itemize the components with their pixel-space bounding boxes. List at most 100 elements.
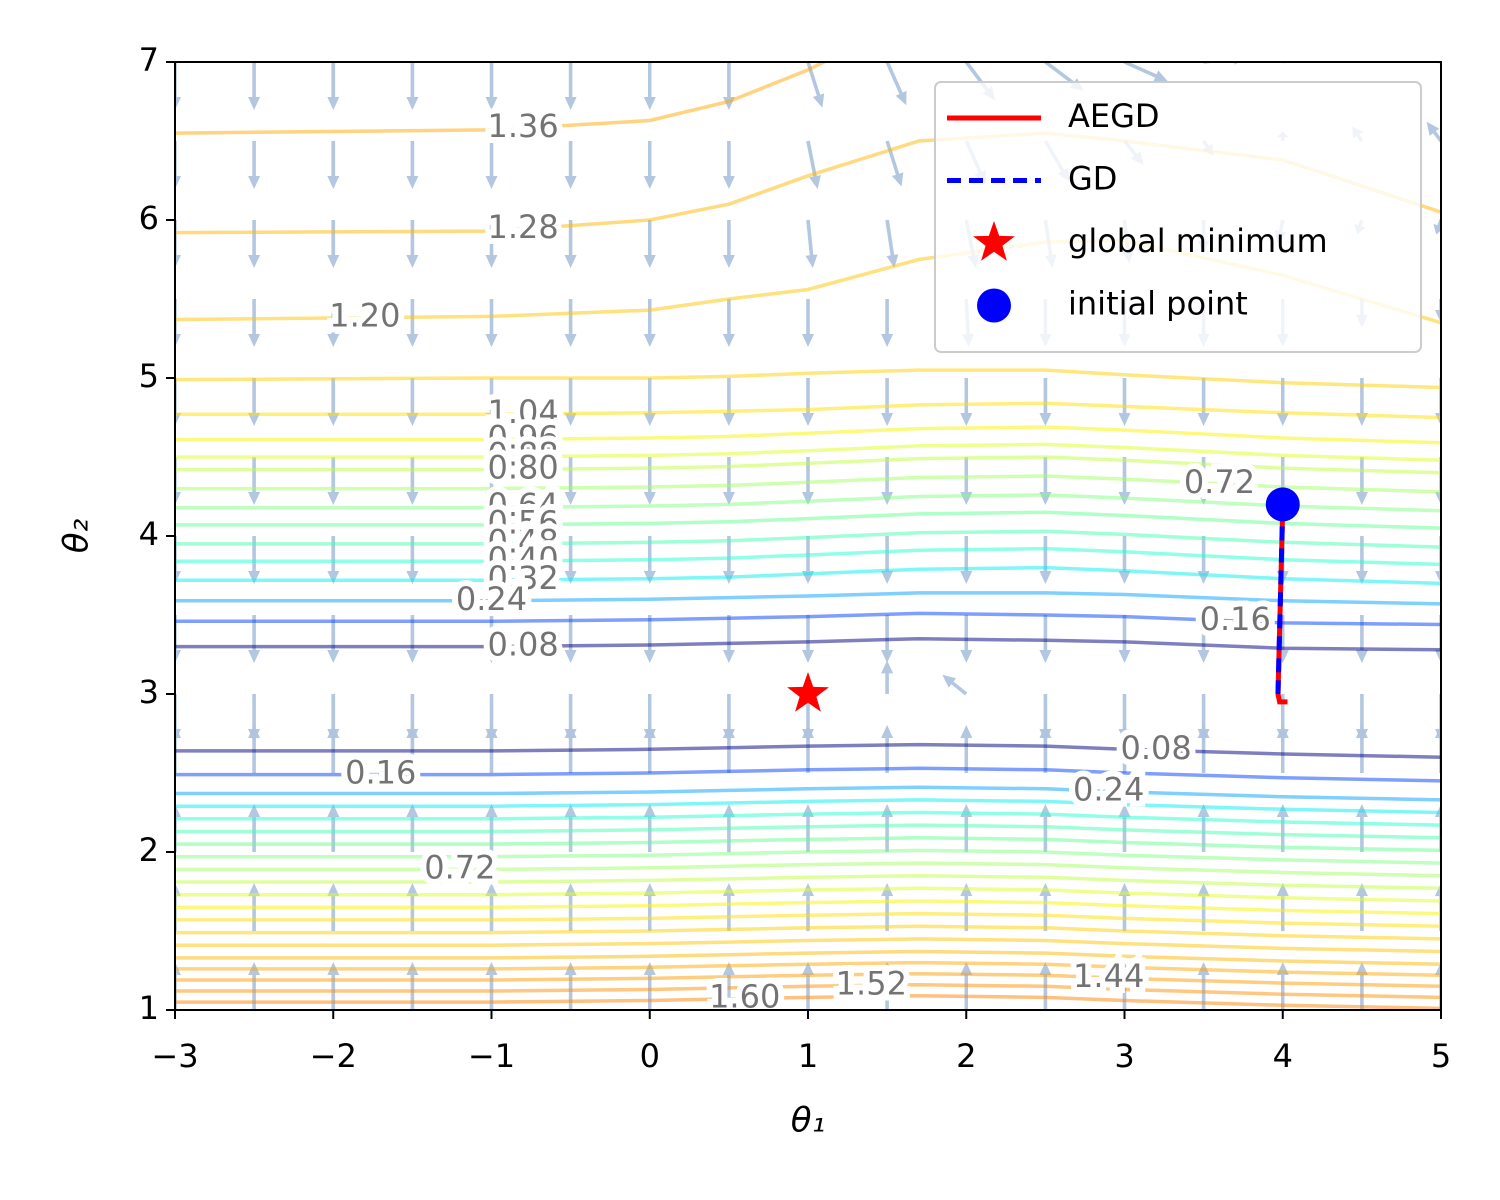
contour-line [175, 886, 1441, 903]
quiver-arrow [1276, 378, 1289, 426]
quiver-arrow [485, 141, 498, 189]
contour-line [175, 982, 1441, 1000]
y-tick-label: 2 [139, 831, 159, 869]
quiver-arrow [1282, 62, 1287, 64]
quiver-arrow [406, 299, 419, 347]
contour-line [175, 766, 1441, 783]
quiver-arrow [722, 62, 735, 110]
quiver-arrow [722, 299, 735, 347]
quiver-arrow [805, 219, 818, 268]
contour-line [175, 848, 1441, 865]
legend-box [934, 81, 1422, 353]
contour-line [175, 798, 1441, 815]
quiver-arrow [248, 615, 261, 663]
quiver-arrow [564, 378, 577, 426]
quiver-arrow [643, 299, 656, 347]
quiver-arrow [327, 220, 340, 268]
quiver-arrow [248, 62, 261, 110]
contour-line [175, 823, 1441, 840]
contour-line [175, 785, 1441, 802]
quiver-arrow [960, 457, 973, 505]
contour-line [175, 442, 1441, 462]
quiver-arrow [1197, 378, 1210, 426]
quiver-arrow [643, 694, 656, 742]
quiver-arrow [643, 62, 656, 110]
quiver-arrow [564, 615, 577, 663]
quiver-arrow [564, 694, 577, 742]
quiver-arrow [1440, 48, 1456, 64]
legend-handle [977, 288, 1011, 323]
marker [787, 672, 829, 712]
quiver-arrow [722, 962, 735, 1010]
contour-label: 0.72 [424, 848, 495, 886]
quiver-arrow [802, 536, 814, 584]
quiver-arrow [881, 536, 894, 584]
contour-line [175, 937, 1441, 954]
quiver-arrow [960, 804, 973, 852]
quiver-arrow [643, 962, 656, 1010]
quiver-arrow [248, 457, 261, 505]
quiver-arrow [564, 962, 577, 1010]
quiver-arrow [564, 141, 577, 189]
y-tick-label: 4 [139, 515, 159, 553]
quiver-arrow [327, 141, 340, 189]
quiver-arrow [1039, 725, 1052, 773]
quiver-arrow [881, 457, 894, 505]
quiver-arrow [327, 457, 340, 505]
contour-line [175, 62, 1441, 135]
quiver-arrow [564, 804, 577, 852]
contour-label: 0.40 [488, 540, 559, 578]
quiver-arrow [248, 299, 261, 347]
quiver-arrow [327, 62, 340, 110]
quiver-arrow [406, 141, 419, 189]
contour-label: 1.28 [488, 208, 559, 246]
quiver-arrow [1197, 457, 1210, 505]
quiver-arrow [806, 62, 825, 108]
quiver-arrow [1435, 883, 1441, 931]
quiver-arrow [881, 725, 894, 773]
x-tick-label: 0 [640, 1037, 660, 1075]
contour-line [175, 611, 1441, 627]
quiver-arrow [485, 725, 498, 773]
quiver-arrow [406, 804, 419, 852]
quiver-arrow [960, 725, 973, 773]
quiver-arrow [802, 299, 814, 347]
contour-label: 1.44 [1073, 957, 1144, 995]
plot-area: 1.36 1.28 1.20 1.040.960.880.80 0.72 0.640.56… [175, 48, 1456, 1010]
quiver-arrow [564, 62, 577, 110]
quiver-arrow [327, 299, 340, 347]
contour-line [175, 368, 1441, 390]
contour-label: 0.64 [488, 486, 559, 524]
quiver-arrow [564, 299, 577, 347]
quiver-arrow [248, 804, 261, 852]
x-tick-label: 4 [1273, 1037, 1293, 1075]
contour-label: 0.16 [1200, 600, 1271, 638]
quiver-arrow [248, 694, 261, 742]
contour-line [175, 960, 1441, 977]
contour-line [175, 911, 1441, 929]
quiver-arrow [1355, 694, 1368, 742]
quiver-arrow [175, 804, 181, 852]
x-tick-label: 3 [1114, 1037, 1134, 1075]
contour-line [175, 546, 1441, 567]
legend-label: global minimum [1068, 222, 1328, 260]
quiver-arrow [248, 962, 261, 1010]
quiver-arrow [1435, 804, 1441, 852]
quiver-arrow [248, 725, 261, 773]
quiver-arrow [485, 299, 498, 347]
quiver-arrow [327, 962, 340, 1010]
quiver-arrow [327, 725, 340, 773]
quiver-arrow [1435, 725, 1441, 773]
y-tick-label: 1 [139, 989, 159, 1027]
quiver-arrow [485, 615, 498, 663]
quiver-arrow [1197, 804, 1210, 852]
legend-handle [973, 221, 1015, 261]
quiver-arrow [806, 140, 821, 189]
quiver-arrow [722, 141, 735, 189]
legend-label: initial point [1068, 285, 1248, 323]
x-tick-label: 2 [956, 1037, 976, 1075]
quiver-arrow [1039, 694, 1052, 742]
quiver-arrow [881, 883, 894, 931]
contour-line [175, 899, 1441, 916]
